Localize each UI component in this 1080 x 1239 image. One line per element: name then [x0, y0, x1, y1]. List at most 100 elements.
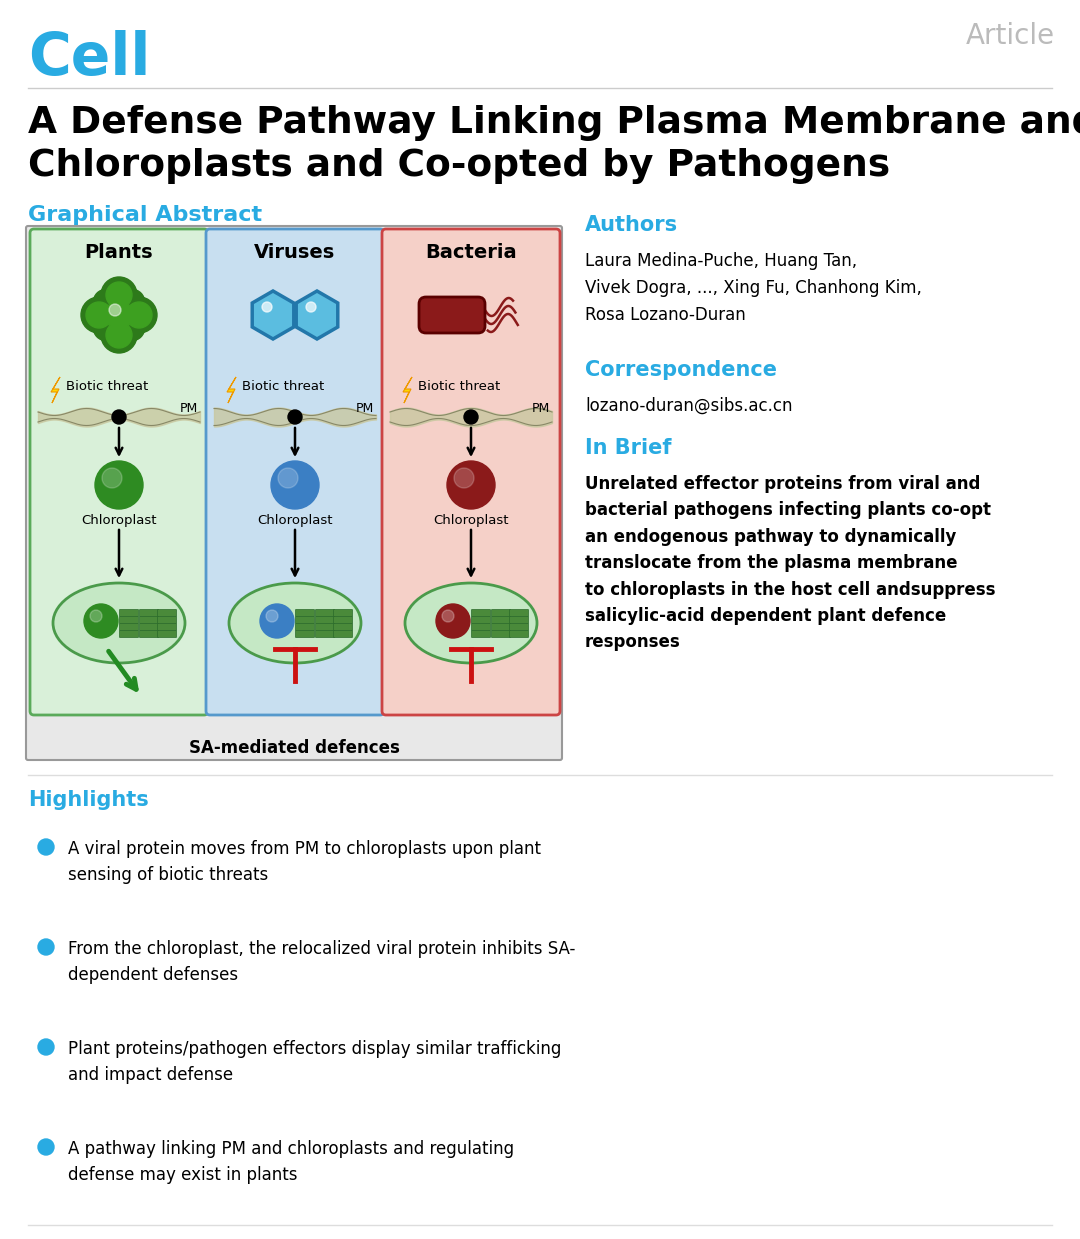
- Circle shape: [119, 315, 145, 341]
- Text: Plants: Plants: [84, 244, 153, 263]
- Text: Biotic threat: Biotic threat: [66, 379, 148, 393]
- Text: Biotic threat: Biotic threat: [418, 379, 500, 393]
- Circle shape: [126, 302, 152, 328]
- Text: Chloroplast: Chloroplast: [81, 514, 157, 527]
- Circle shape: [102, 317, 137, 353]
- Text: lozano-duran@sibs.ac.cn: lozano-duran@sibs.ac.cn: [585, 396, 793, 415]
- FancyBboxPatch shape: [334, 617, 352, 623]
- Circle shape: [81, 297, 117, 333]
- Text: In Brief: In Brief: [585, 439, 672, 458]
- Text: Chloroplast: Chloroplast: [257, 514, 333, 527]
- Circle shape: [106, 282, 132, 309]
- Text: A Defense Pathway Linking Plasma Membrane and: A Defense Pathway Linking Plasma Membran…: [28, 105, 1080, 141]
- FancyBboxPatch shape: [491, 617, 511, 623]
- FancyBboxPatch shape: [334, 631, 352, 638]
- FancyBboxPatch shape: [510, 631, 528, 638]
- FancyBboxPatch shape: [472, 610, 490, 617]
- FancyBboxPatch shape: [30, 229, 208, 715]
- Text: Cell: Cell: [28, 30, 150, 87]
- FancyBboxPatch shape: [158, 617, 176, 623]
- FancyBboxPatch shape: [139, 617, 159, 623]
- FancyBboxPatch shape: [491, 610, 511, 617]
- FancyBboxPatch shape: [315, 617, 335, 623]
- FancyBboxPatch shape: [120, 610, 138, 617]
- Circle shape: [454, 468, 474, 488]
- FancyBboxPatch shape: [491, 623, 511, 631]
- Circle shape: [84, 603, 118, 638]
- FancyBboxPatch shape: [296, 623, 314, 631]
- Circle shape: [306, 302, 316, 312]
- FancyBboxPatch shape: [158, 623, 176, 631]
- FancyBboxPatch shape: [510, 610, 528, 617]
- FancyBboxPatch shape: [120, 617, 138, 623]
- Circle shape: [266, 610, 278, 622]
- FancyBboxPatch shape: [120, 623, 138, 631]
- FancyBboxPatch shape: [510, 617, 528, 623]
- Text: Viruses: Viruses: [255, 244, 336, 263]
- Text: Chloroplasts and Co-opted by Pathogens: Chloroplasts and Co-opted by Pathogens: [28, 147, 890, 185]
- FancyBboxPatch shape: [491, 631, 511, 638]
- Circle shape: [93, 289, 119, 315]
- Text: Chloroplast: Chloroplast: [433, 514, 509, 527]
- Text: Laura Medina-Puche, Huang Tan,
Vivek Dogra, ..., Xing Fu, Chanhong Kim,
Rosa Loz: Laura Medina-Puche, Huang Tan, Vivek Dog…: [585, 252, 922, 325]
- Circle shape: [109, 304, 121, 316]
- Circle shape: [271, 461, 319, 509]
- Circle shape: [288, 410, 302, 424]
- Text: Unrelated effector proteins from viral and
bacterial pathogens infecting plants : Unrelated effector proteins from viral a…: [585, 475, 996, 652]
- Polygon shape: [253, 291, 294, 339]
- FancyBboxPatch shape: [139, 631, 159, 638]
- Circle shape: [121, 297, 157, 333]
- Text: PM: PM: [531, 401, 550, 415]
- Circle shape: [38, 1040, 54, 1054]
- Text: Article: Article: [966, 22, 1055, 50]
- Polygon shape: [296, 291, 338, 339]
- FancyBboxPatch shape: [315, 631, 335, 638]
- Text: Plant proteins/pathogen effectors display similar trafficking
and impact defense: Plant proteins/pathogen effectors displa…: [68, 1040, 562, 1084]
- Text: A viral protein moves from PM to chloroplasts upon plant
sensing of biotic threa: A viral protein moves from PM to chlorop…: [68, 840, 541, 883]
- Text: Graphical Abstract: Graphical Abstract: [28, 204, 262, 225]
- Text: A pathway linking PM and chloroplasts and regulating
defense may exist in plants: A pathway linking PM and chloroplasts an…: [68, 1140, 514, 1183]
- Circle shape: [95, 461, 143, 509]
- Circle shape: [442, 610, 454, 622]
- Ellipse shape: [229, 584, 361, 663]
- Polygon shape: [403, 377, 411, 403]
- Text: Biotic threat: Biotic threat: [242, 379, 324, 393]
- FancyBboxPatch shape: [472, 623, 490, 631]
- Circle shape: [38, 1139, 54, 1155]
- FancyBboxPatch shape: [206, 229, 384, 715]
- FancyBboxPatch shape: [296, 617, 314, 623]
- FancyBboxPatch shape: [510, 623, 528, 631]
- Circle shape: [262, 302, 272, 312]
- Text: PM: PM: [355, 401, 374, 415]
- Circle shape: [464, 410, 478, 424]
- Circle shape: [278, 468, 298, 488]
- FancyBboxPatch shape: [139, 610, 159, 617]
- Ellipse shape: [53, 584, 185, 663]
- FancyBboxPatch shape: [158, 610, 176, 617]
- Circle shape: [106, 322, 132, 348]
- Text: Highlights: Highlights: [28, 790, 149, 810]
- Circle shape: [90, 610, 102, 622]
- Text: Authors: Authors: [585, 216, 678, 235]
- FancyBboxPatch shape: [472, 617, 490, 623]
- Circle shape: [38, 839, 54, 855]
- Text: SA-mediated defences: SA-mediated defences: [189, 738, 400, 757]
- FancyBboxPatch shape: [315, 610, 335, 617]
- Text: Bacteria: Bacteria: [426, 244, 517, 263]
- FancyBboxPatch shape: [382, 229, 561, 715]
- FancyBboxPatch shape: [334, 610, 352, 617]
- FancyBboxPatch shape: [419, 297, 485, 333]
- Circle shape: [447, 461, 495, 509]
- FancyBboxPatch shape: [120, 631, 138, 638]
- FancyBboxPatch shape: [296, 610, 314, 617]
- Circle shape: [119, 289, 145, 315]
- Circle shape: [102, 278, 137, 313]
- Text: PM: PM: [179, 401, 198, 415]
- Circle shape: [102, 468, 122, 488]
- Circle shape: [112, 410, 126, 424]
- Text: From the chloroplast, the relocalized viral protein inhibits SA-
dependent defen: From the chloroplast, the relocalized vi…: [68, 940, 576, 984]
- FancyBboxPatch shape: [139, 623, 159, 631]
- FancyBboxPatch shape: [472, 631, 490, 638]
- Ellipse shape: [405, 584, 537, 663]
- Circle shape: [436, 603, 470, 638]
